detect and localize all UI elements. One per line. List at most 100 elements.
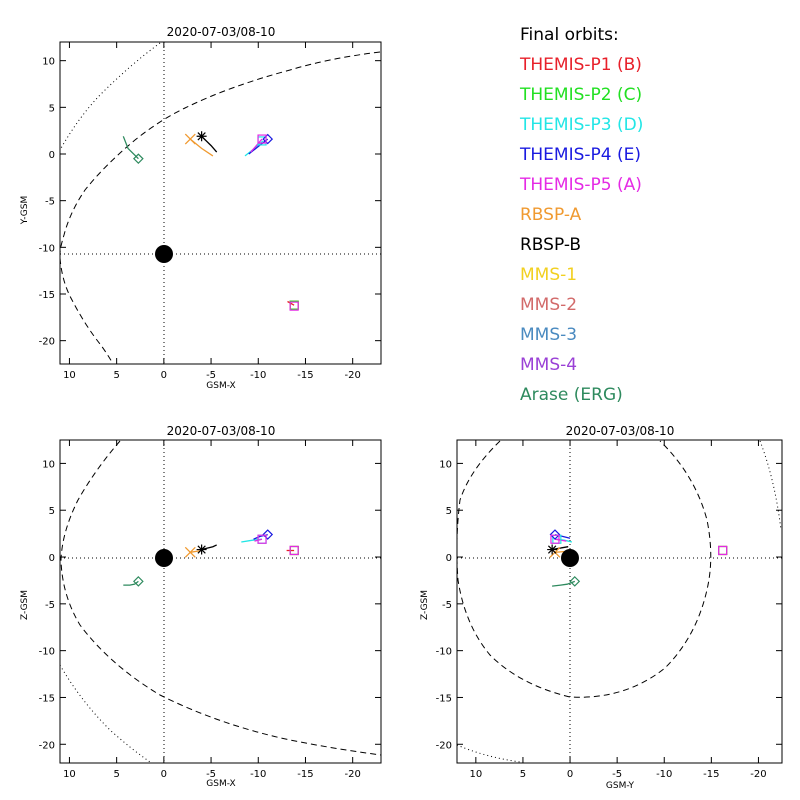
panel-xz-ticks: 10 5 0 -5 -10 -15 -20 10 5 0 -5 -10 -15 -20 [39,440,381,780]
panel-xz-marker-rbspb [196,544,207,555]
panel-xy: 2020-07-03/08-10 10 5 0 -5 -10 -15 -20 10 5 0 -5 -1… [20,25,382,391]
panel-yz-xtick-label: -20 [750,769,766,780]
panel-xy-marker-rbspb [196,131,207,142]
legend-item-mms2: MMS-2 [520,295,577,315]
panel-xy-xtick-label: 5 [113,370,119,381]
panel-xy-xtick-label: -10 [250,370,266,381]
panel-yz-xlabel: GSM-Y [606,781,635,791]
panel-xy-markers [133,131,299,311]
panel-xy-track-arase [122,136,139,160]
panel-yz-ytick-label: -15 [436,693,452,704]
panel-yz-ytick-label: 10 [439,459,452,470]
legend-item-p4: THEMIS-P4 (E) [519,145,641,165]
panel-xz-xtick-label: -5 [206,769,216,780]
panel-xy-ytick-label: -10 [39,243,55,254]
panel-yz-xtick-label: -5 [612,769,622,780]
panel-yz-frame [456,439,783,764]
panel-xy-marker-p5 [289,301,299,311]
panel-yz-marker-p1 [718,545,728,556]
panel-xz-ylabel: Z-GSM [20,590,30,620]
panel-xz-track-arase [123,580,139,586]
panel-yz-xtick-label: 0 [567,769,573,780]
panel-yz-marker-arase [569,576,581,587]
panel-xy-ylabel: Y-GSM [20,196,30,225]
panel-xy-xtick-label: 10 [63,370,76,381]
panel-xz-xlabel: GSM-X [206,779,235,789]
panel-yz-xtick-label: -15 [703,769,719,780]
panel-xy-xtick-label: -15 [297,370,313,381]
panel-xz-ytick-label: -5 [45,600,55,611]
panel-xy-magnetopause-dawn [60,257,113,363]
panel-xy-ytick-label: -15 [39,290,55,301]
panel-yz-ytick-label: -5 [442,600,452,611]
panel-xz-title: 2020-07-03/08-10 [167,424,276,438]
panel-yz-magnetopause [457,440,712,698]
legend: Final orbits: THEMIS-P1 (B) THEMIS-P2 (C… [519,25,643,405]
panel-xy-xtick-label: -5 [206,370,216,381]
panel-xz-markers [133,529,299,587]
panel-xz-earth [155,549,173,567]
panel-xz-xtick-label: 10 [63,769,76,780]
panel-xy-xlabel: GSM-X [206,381,235,391]
legend-item-p1: THEMIS-P1 (B) [519,55,642,75]
panel-xz-ytick-label: -20 [39,740,55,751]
panel-xz-track-rbspb [201,544,217,551]
panel-yz-xtick-label: 5 [520,769,526,780]
panel-xz-marker-rbspa [184,546,196,558]
panel-xy-magnetopause [60,51,381,363]
panel-xz-xtick-label: -10 [250,769,266,780]
panel-xy-marker-rbspa [184,133,196,145]
panel-xy-ytick-label: -5 [45,197,55,208]
panel-xz-frame [59,439,382,764]
panel-xz-xtick-label: -15 [297,769,313,780]
panel-xz-ytick-label: -10 [39,647,55,658]
panel-yz: 2020-07-03/08-10 10 5 0 -5 -10 -15 -20 10 5 0 -5 -1… [420,424,783,791]
legend-item-rbspb: RBSP-B [520,235,581,255]
panel-xz-xtick-label: 0 [161,769,167,780]
panel-xz-ytick-label: -15 [39,693,55,704]
panel-xy-marker-arase [133,153,144,165]
panel-yz-marker-p5 [718,545,728,556]
panel-xz-bow-shock [60,664,151,763]
panel-xy-magnetopause-dusk [60,51,381,255]
legend-item-mms3: MMS-3 [520,325,577,345]
panel-xz-marker-p5 [257,534,267,544]
panel-xy-track-p1 [287,300,295,306]
legend-item-rbspa: RBSP-A [520,205,582,225]
panel-xz-ytick-label: 0 [49,553,55,564]
panel-yz-marker-p4 [549,529,561,540]
panel-xz-tracks [123,533,295,586]
panel-xy-earth [155,245,173,263]
panel-yz-ytick-label: 0 [446,553,452,564]
legend-item-mms1: MMS-1 [520,265,577,285]
panel-yz-marker-rbspb [547,544,558,555]
panel-yz-marker-p5 [550,534,560,544]
panel-yz-track-rbspb [551,546,569,551]
panel-xy-ticks: 10 5 0 -5 -10 -15 -20 10 5 0 -5 -10 -15 -20 [39,42,381,381]
panel-xz-ytick-label: 5 [49,506,55,517]
legend-item-mms4: MMS-4 [520,355,577,375]
panel-xz-marker-p5 [289,545,299,556]
panel-xz-xtick-label: -20 [345,769,361,780]
panel-yz-ticks: 10 5 0 -5 -10 -15 -20 10 5 0 -5 -10 -15 -20 [436,440,782,780]
panel-yz-bow-shock-right [759,440,782,531]
panel-xy-frame [59,41,382,365]
panel-yz-ytick-label: -10 [436,647,452,658]
panel-yz-ylabel: Z-GSM [420,590,430,620]
legend-item-p3: THEMIS-P3 (D) [519,115,643,135]
panel-xy-marker-p5 [257,134,267,144]
panel-yz-bow-shock-bottom [457,744,521,763]
panel-yz-ytick-label: 5 [446,506,452,517]
panel-xy-ytick-label: -20 [39,337,55,348]
panel-xz-marker-arase [133,576,144,587]
panel-yz-markers [547,529,728,587]
panel-xz: 2020-07-03/08-10 10 5 0 -5 -10 -15 -20 10 5 0 -5 -1… [20,424,382,789]
panel-yz-ytick-label: -20 [436,740,452,751]
panel-xy-ytick-label: 0 [49,150,55,161]
panel-xz-xtick-label: 5 [113,769,119,780]
panel-yz-xtick-label: -10 [656,769,672,780]
panel-xy-title: 2020-07-03/08-10 [167,25,276,39]
panel-xz-marker-p4 [262,529,274,540]
panel-xy-ytick-label: 10 [42,57,55,68]
